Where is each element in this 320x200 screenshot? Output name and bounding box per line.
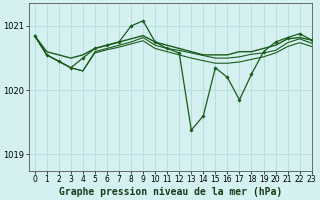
X-axis label: Graphe pression niveau de la mer (hPa): Graphe pression niveau de la mer (hPa) (59, 186, 282, 197)
